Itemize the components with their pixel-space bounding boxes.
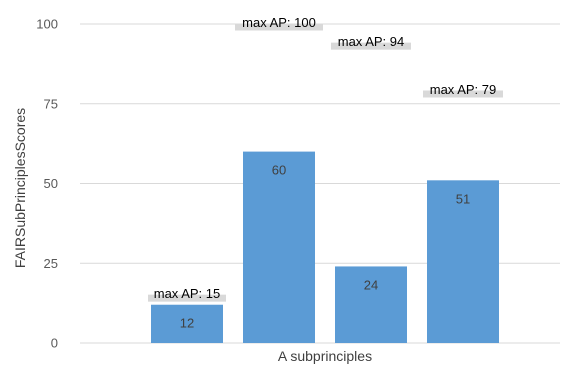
max-ap-label: max AP: 79 (430, 82, 496, 97)
max-ap-label: max AP: 94 (338, 34, 404, 49)
max-ap-highlight (331, 42, 411, 50)
max-ap-highlight (148, 294, 226, 302)
bar-value-label: 24 (364, 277, 378, 292)
y-axis-title: FAIRSubPrinciplesScores (12, 108, 28, 268)
max-ap-annotations: max AP: 15 max AP: 100 max AP: 94 max AP: 7… (148, 15, 503, 302)
x-axis-title: A subprinciples (278, 348, 372, 364)
max-ap-highlight (423, 90, 503, 98)
bar (243, 151, 315, 343)
y-axis-tick-labels: 0 25 50 75 100 (36, 17, 58, 351)
bar-value-label: 12 (180, 316, 194, 331)
y-tick-label: 100 (36, 17, 58, 32)
y-tick-label: 0 (51, 336, 58, 351)
y-tick-label: 25 (44, 256, 58, 271)
max-ap-label: max AP: 100 (242, 15, 316, 30)
bar (151, 304, 223, 343)
data-labels: 12 60 24 51 (180, 163, 470, 331)
bars (151, 151, 499, 343)
y-tick-label: 75 (44, 96, 58, 111)
bar (335, 266, 407, 343)
bar-value-label: 60 (272, 163, 286, 178)
max-ap-label: max AP: 15 (154, 286, 220, 301)
max-ap-highlight (235, 23, 323, 31)
bar-value-label: 51 (456, 191, 470, 206)
y-tick-label: 50 (44, 176, 58, 191)
bar (427, 180, 499, 343)
